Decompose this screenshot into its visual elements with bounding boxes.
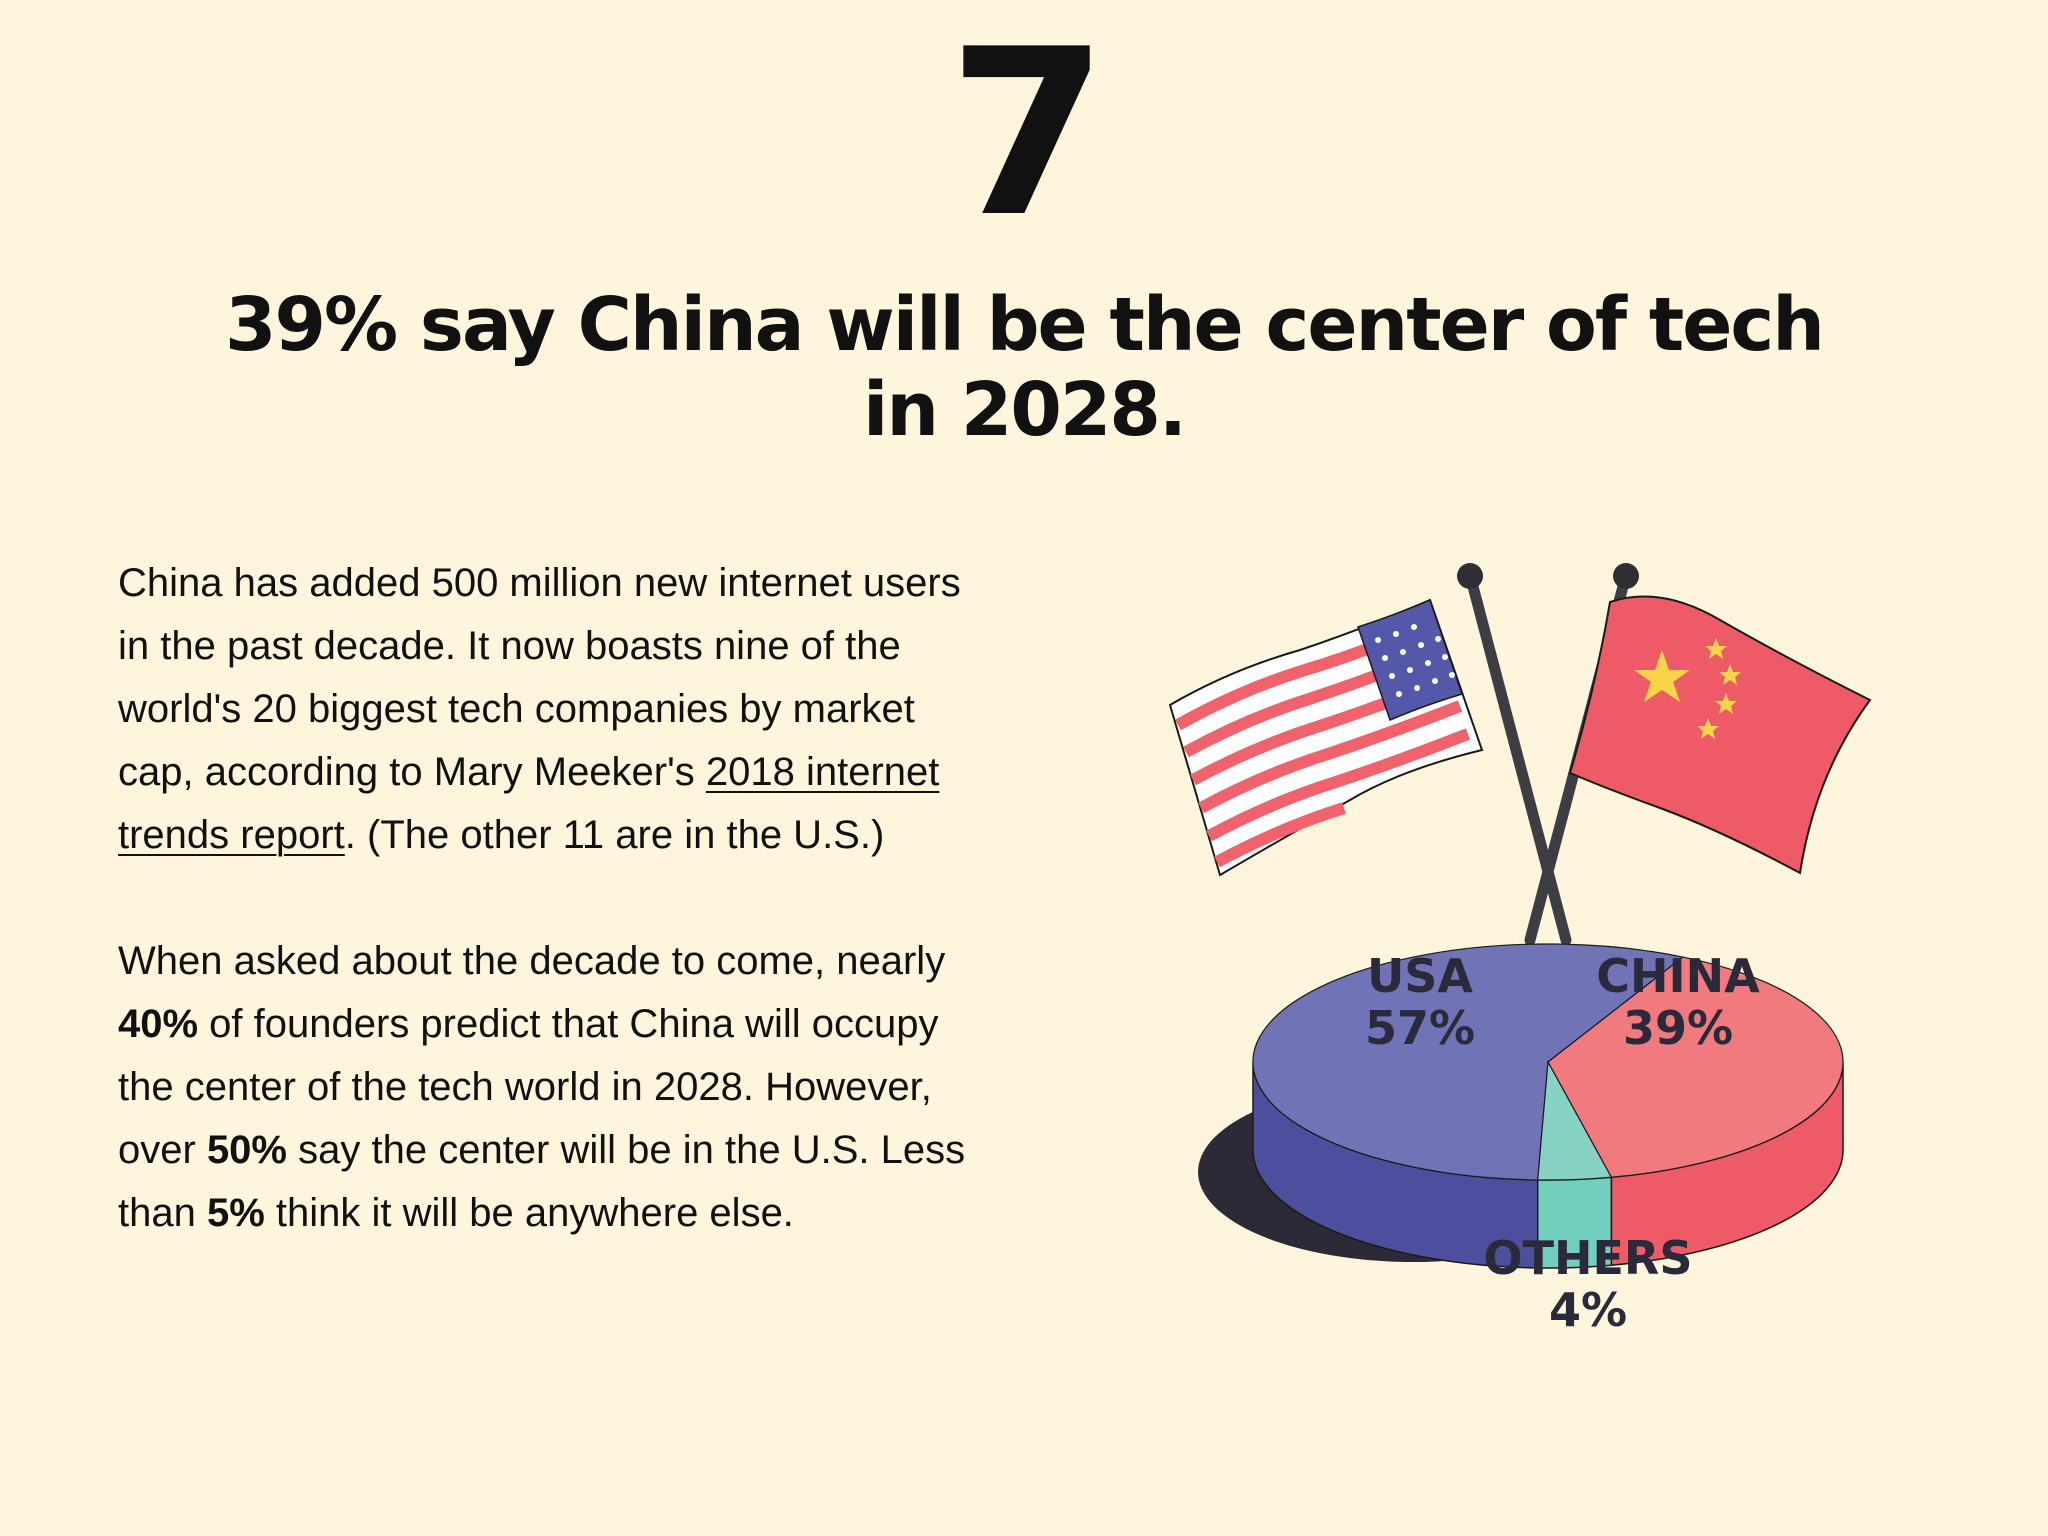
pie-label-others: OTHERS [1484, 1231, 1693, 1285]
p1-text-after: . (The other 11 are in the U.S.) [344, 813, 885, 857]
pie-label-china: CHINA [1596, 949, 1760, 1003]
pie-value-usa: 57% [1365, 1001, 1475, 1055]
p2-text-3: say the center will be in the U.S. Less … [118, 1128, 966, 1235]
p2-text-1: When asked about the decade to come, nea… [118, 939, 946, 983]
body-copy: China has added 500 million new internet… [118, 552, 998, 1245]
headline: 39% say China will be the center of tech… [225, 282, 1825, 453]
paragraph-1: China has added 500 million new internet… [118, 552, 998, 867]
p2-text-2: of founders predict that China will occu… [118, 1002, 939, 1172]
pie-value-china: 39% [1623, 1001, 1733, 1055]
pie-label-usa: USA [1367, 949, 1473, 1003]
pie-slice-china [1547, 956, 1844, 1178]
p1-text-before: China has added 500 million new internet… [118, 561, 961, 794]
p2-bold-50: 50% [206, 1128, 287, 1172]
internet-trends-report-link[interactable]: 2018 internet trends report [118, 750, 940, 857]
china-flag-icon [1524, 563, 1872, 946]
p2-text-4: think it will be anywhere else. [264, 1191, 794, 1235]
paragraph-2: When asked about the decade to come, nea… [118, 930, 998, 1245]
p2-bold-5: 5% [206, 1191, 265, 1235]
pie-slice-usa [1252, 943, 1685, 1181]
pie-slice-others [1537, 1059, 1613, 1181]
pie-value-others: 4% [1549, 1283, 1627, 1337]
p2-bold-40: 40% [118, 1002, 199, 1046]
section-number: 7 [947, 1, 1108, 268]
usa-flag-icon [1168, 563, 1572, 946]
